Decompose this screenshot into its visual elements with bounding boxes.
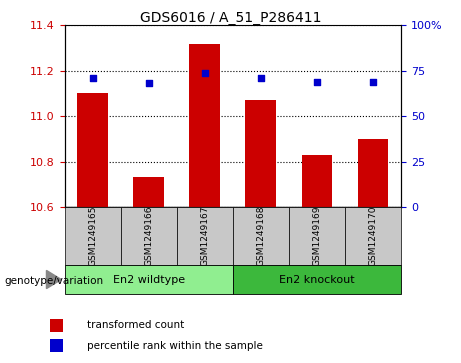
Text: percentile rank within the sample: percentile rank within the sample — [87, 341, 263, 351]
Text: GSM1249167: GSM1249167 — [200, 206, 209, 266]
FancyBboxPatch shape — [233, 265, 401, 294]
Text: GSM1249165: GSM1249165 — [88, 206, 97, 266]
Text: GDS6016 / A_51_P286411: GDS6016 / A_51_P286411 — [140, 11, 321, 25]
Point — [201, 70, 208, 76]
Point — [313, 79, 321, 85]
Text: genotype/variation: genotype/variation — [5, 276, 104, 286]
Text: GSM1249170: GSM1249170 — [368, 206, 378, 266]
Point — [89, 75, 96, 81]
FancyBboxPatch shape — [177, 207, 233, 265]
Bar — [189, 44, 220, 207]
Bar — [50, 319, 63, 332]
Text: transformed count: transformed count — [87, 321, 184, 330]
Bar — [133, 178, 164, 207]
Text: En2 knockout: En2 knockout — [279, 274, 355, 285]
FancyBboxPatch shape — [65, 265, 233, 294]
Text: En2 wildtype: En2 wildtype — [112, 274, 185, 285]
Text: GSM1249169: GSM1249169 — [313, 206, 321, 266]
FancyBboxPatch shape — [233, 207, 289, 265]
Point — [369, 79, 377, 85]
Polygon shape — [47, 270, 61, 289]
FancyBboxPatch shape — [121, 207, 177, 265]
Point — [257, 75, 265, 81]
Bar — [50, 339, 63, 352]
FancyBboxPatch shape — [65, 207, 121, 265]
Bar — [245, 100, 276, 207]
Bar — [77, 93, 108, 207]
Point — [145, 81, 152, 86]
Text: GSM1249168: GSM1249168 — [256, 206, 266, 266]
Text: GSM1249166: GSM1249166 — [144, 206, 153, 266]
Bar — [301, 155, 332, 207]
FancyBboxPatch shape — [289, 207, 345, 265]
Bar — [358, 139, 389, 207]
FancyBboxPatch shape — [345, 207, 401, 265]
